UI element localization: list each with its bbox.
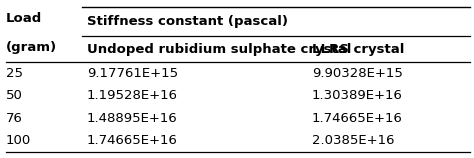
Text: 76: 76 (6, 112, 23, 125)
Text: 9.17761E+15: 9.17761E+15 (87, 67, 178, 80)
Text: Load: Load (6, 12, 42, 25)
Text: (gram): (gram) (6, 42, 57, 55)
Text: 100: 100 (6, 134, 31, 147)
Text: 2.0385E+16: 2.0385E+16 (312, 134, 394, 147)
Text: 50: 50 (6, 89, 23, 102)
Text: 25: 25 (6, 67, 23, 80)
Text: 1.48895E+16: 1.48895E+16 (87, 112, 178, 125)
Text: 1.30389E+16: 1.30389E+16 (312, 89, 403, 102)
Text: 1.19528E+16: 1.19528E+16 (87, 89, 178, 102)
Text: 1.74665E+16: 1.74665E+16 (87, 134, 178, 147)
Text: LLRS crystal: LLRS crystal (312, 43, 404, 55)
Text: 1.74665E+16: 1.74665E+16 (312, 112, 403, 125)
Text: Stiffness constant (pascal): Stiffness constant (pascal) (87, 15, 288, 28)
Text: Undoped rubidium sulphate crystal: Undoped rubidium sulphate crystal (87, 43, 351, 55)
Text: 9.90328E+15: 9.90328E+15 (312, 67, 403, 80)
